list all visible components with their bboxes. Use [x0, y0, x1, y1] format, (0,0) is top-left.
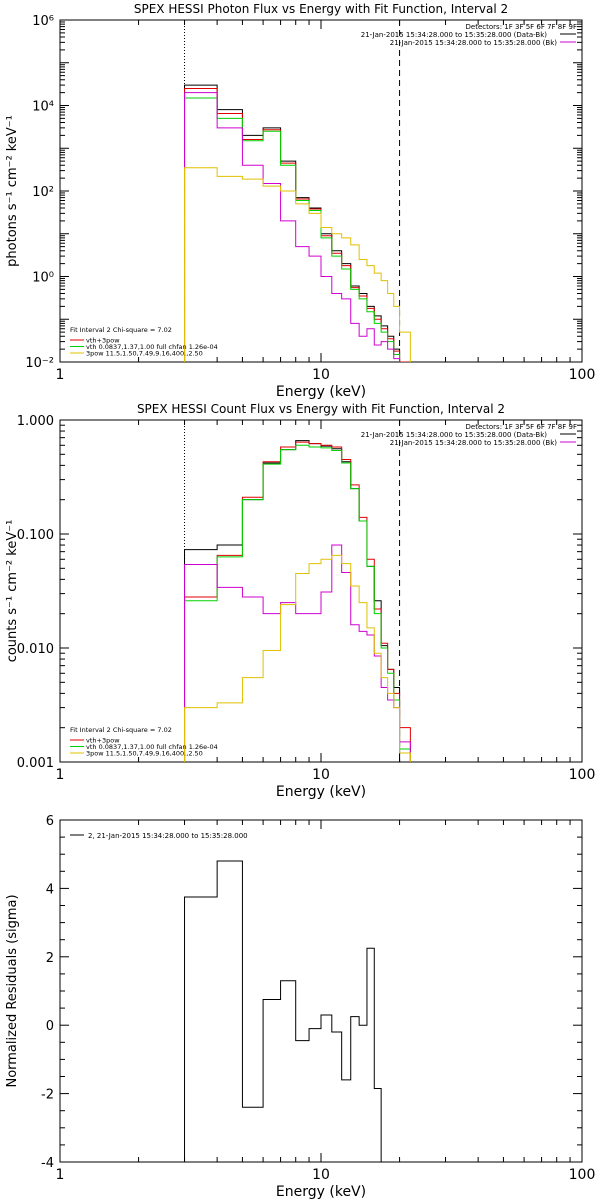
y-axis-label: counts s⁻¹ cm⁻² keV⁻¹	[5, 520, 20, 663]
legend-entry: vth 0.0837,1.37,1.00 full chfan 1.26e-04	[86, 343, 218, 351]
legend-entry: vth 0.0837,1.37,1.00 full chfan 1.26e-04	[86, 743, 218, 751]
legend-entry: 21-Jan-2015 15:34:28.000 to 15:35:28.000…	[390, 439, 558, 447]
x-tick-label: 100	[569, 767, 596, 783]
x-tick-label: 1	[56, 1167, 65, 1183]
y-tick-label: 10⁰	[32, 271, 54, 286]
y-axis-label: photons s⁻¹ cm⁻² keV⁻¹	[5, 115, 20, 267]
plot-frame	[59, 819, 583, 1163]
series-3-line	[184, 97, 401, 362]
y-tick-label: 10⁴	[32, 100, 54, 115]
y-axis-label: Normalized Residuals (sigma)	[5, 894, 20, 1087]
data-series-group	[184, 860, 382, 1162]
y-tick-label: 2	[46, 951, 54, 966]
chart-panel-3: 1 10 100 Energy (keV) -4 -2 0 2 4 6 Normalized Res…	[5, 814, 595, 1200]
y-tick-label: 10²	[32, 185, 54, 200]
legend-entry: 3pow 11.5,1.50,7.49,9.16,400.,2.50	[86, 750, 203, 758]
plot-frame	[59, 419, 583, 763]
y-tick-label: -4	[41, 1156, 54, 1171]
x-tick-label: 10	[312, 1167, 330, 1183]
y-tick-label: 0.001	[17, 756, 54, 771]
x-tick-label: 1	[56, 367, 65, 383]
x-axis-label: Energy (keV)	[276, 784, 366, 800]
series-1-line	[184, 860, 382, 1162]
series-4-line	[184, 92, 401, 362]
legend-entry: vth+3pow	[86, 337, 120, 345]
y-tick-label: -2	[41, 1088, 54, 1103]
series-1-line	[184, 440, 401, 762]
legend-entry: 21-Jan-2015 15:34:28.000 to 15:35:28.000…	[361, 431, 548, 439]
y-tick-label: 0	[46, 1019, 54, 1034]
series-5-line	[184, 167, 411, 362]
legend-entry: 3pow 11.5,1.50,7.49,9.16,400.,2.50	[86, 350, 203, 358]
series-1-line	[184, 84, 411, 362]
series-3-line	[184, 444, 411, 762]
x-tick-label: 100	[569, 1167, 596, 1183]
series-2-line	[184, 441, 411, 762]
series-4-line	[184, 544, 411, 762]
plot-frame	[59, 19, 583, 363]
y-tick-label: 0.100	[17, 528, 54, 543]
legend-entry: 21-Jan-2015 15:34:28.000 to 15:35:28.000…	[361, 31, 548, 39]
y-tick-label: 10⁶	[32, 14, 54, 29]
y-tick-label: 10⁻²	[25, 356, 54, 371]
x-tick-label: 10	[312, 767, 330, 783]
legend-header: Detectors: 1F 3F 5F 6F 7F 8F 9F	[466, 423, 577, 431]
series-5-line	[184, 554, 411, 762]
chart-panel-2: SPEX HESSI Count Flux vs Energy with Fit…	[5, 402, 595, 800]
legend-header: Fit Interval 2 Chi-square = 7.02	[70, 326, 172, 334]
y-tick-label: 4	[46, 882, 54, 897]
y-tick-label: 6	[46, 814, 54, 829]
x-tick-label: 1	[56, 767, 65, 783]
legend-header: Fit Interval 2 Chi-square = 7.02	[70, 726, 172, 734]
y-tick-label: 0.010	[17, 642, 54, 657]
x-tick-label: 10	[312, 367, 330, 383]
x-axis-label: Energy (keV)	[276, 384, 366, 400]
x-tick-label: 100	[569, 367, 596, 383]
chart-panel-1: SPEX HESSI Photon Flux vs Energy with Fi…	[5, 2, 595, 400]
legend-entry: 21-Jan-2015 15:34:28.000 to 15:35:28.000…	[390, 39, 558, 47]
series-2-line	[184, 87, 411, 362]
y-tick-label: 1.000	[17, 414, 54, 429]
legend-entry: 2, 21-Jan-2015 15:34:28.000 to 15:35:28.…	[88, 832, 248, 840]
chart-title: SPEX HESSI Count Flux vs Energy with Fit…	[137, 402, 505, 416]
x-axis-label: Energy (keV)	[276, 1184, 366, 1200]
legend-header: Detectors: 1F 3F 5F 6F 7F 8F 9F	[466, 23, 577, 31]
legend-entry: vth+3pow	[86, 737, 120, 745]
data-series-group	[184, 84, 411, 362]
chart-title: SPEX HESSI Photon Flux vs Energy with Fi…	[134, 2, 508, 16]
data-series-group	[184, 440, 411, 762]
